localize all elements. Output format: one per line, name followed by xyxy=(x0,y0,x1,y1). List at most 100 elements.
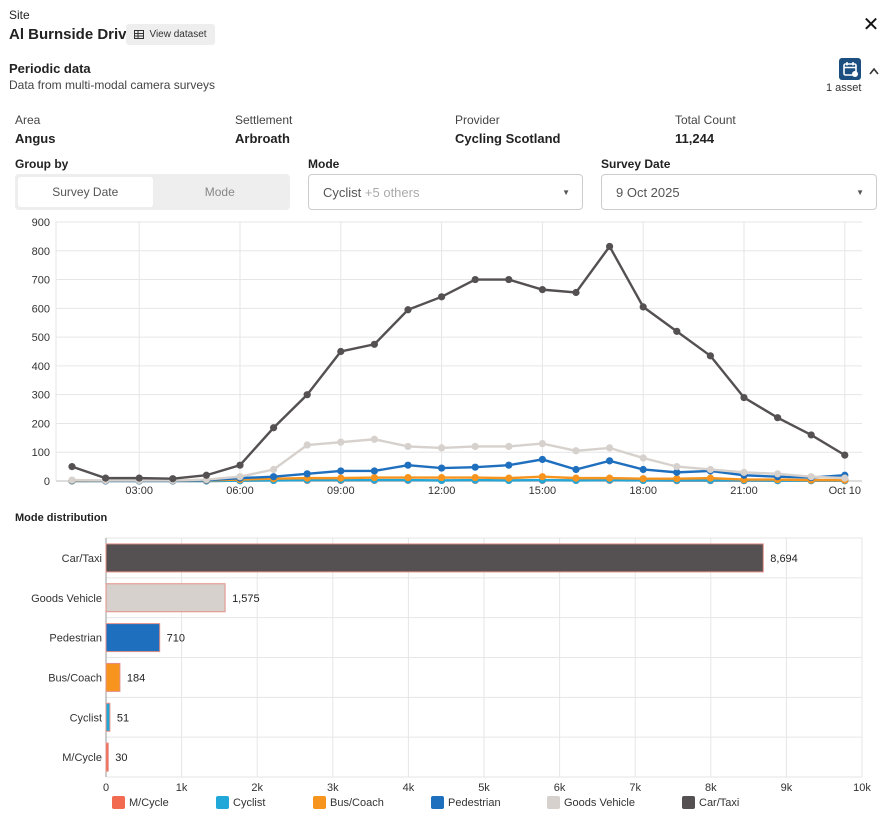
data-point xyxy=(538,286,547,294)
legend-item[interactable]: Car/Taxi xyxy=(682,796,762,809)
data-point xyxy=(606,457,614,465)
survey-date-select[interactable]: 9 Oct 2025 ▼ xyxy=(601,174,877,210)
x-tick-label: 03:00 xyxy=(125,485,153,497)
line-chart: 0 100 200 300 400 500 600 700 800 900 03:00 06:00 09… xyxy=(32,217,862,497)
data-point xyxy=(303,391,311,399)
mode-select[interactable]: Cyclist +5 others ▼ xyxy=(308,174,583,210)
data-point xyxy=(438,464,446,472)
data-point xyxy=(68,476,76,484)
x-tick-label: 18:00 xyxy=(629,485,657,497)
data-point xyxy=(370,473,378,482)
x-tick-label: 8k xyxy=(705,782,717,794)
y-tick-label: 500 xyxy=(32,332,50,344)
x-tick-label: 10k xyxy=(853,782,871,794)
series-line xyxy=(71,438,845,482)
group-by-toggle: Survey Date Mode xyxy=(15,174,290,210)
chevron-up-icon[interactable] xyxy=(869,66,879,78)
y-tick-label: 0 xyxy=(44,476,50,488)
legend-item[interactable]: Pedestrian xyxy=(431,796,547,809)
periodic-subtitle: Data from multi-modal camera surveys xyxy=(9,78,216,92)
data-point xyxy=(774,470,782,478)
data-point xyxy=(236,461,244,469)
group-by-label: Group by xyxy=(15,157,69,171)
data-point xyxy=(740,393,748,402)
data-point xyxy=(438,473,446,482)
calendar-icon[interactable] xyxy=(839,58,861,80)
data-point xyxy=(68,463,76,471)
data-point xyxy=(370,467,378,475)
legend-label: Car/Taxi xyxy=(699,796,740,809)
legend: M/Cycle Cyclist Bus/Coach Pedestrian Goods V… xyxy=(112,796,762,809)
table-icon xyxy=(134,30,145,39)
chevron-down-icon: ▼ xyxy=(856,187,864,197)
x-tick-label: 06:00 xyxy=(226,485,254,497)
data-point xyxy=(706,465,715,474)
group-by-survey-date[interactable]: Survey Date xyxy=(18,177,153,207)
bar xyxy=(105,742,109,772)
survey-date-label: Survey Date xyxy=(601,157,671,171)
data-point xyxy=(706,474,715,482)
y-tick-label: 100 xyxy=(32,447,50,459)
data-point xyxy=(270,473,278,481)
data-point xyxy=(807,473,815,481)
view-dataset-button[interactable]: View dataset xyxy=(126,24,215,45)
legend-item[interactable]: M/Cycle xyxy=(112,796,216,809)
data-point xyxy=(740,468,748,476)
area-label: Area xyxy=(15,113,41,127)
x-tick-label: 1k xyxy=(176,782,188,794)
bar-value-label: 184 xyxy=(127,672,145,684)
x-tick-label: 7k xyxy=(629,782,641,794)
data-point xyxy=(337,467,345,475)
data-point xyxy=(370,435,378,443)
legend-label: Pedestrian xyxy=(448,796,501,809)
data-point xyxy=(236,473,244,481)
mode-distribution-title: Mode distribution xyxy=(15,512,108,524)
group-by-mode[interactable]: Mode xyxy=(204,185,235,199)
bar-chart: 0 1k 2k 3k 4k 5k 6k 7k 8k 9k 10k Car/Taxi 8,694 Goods… xyxy=(31,537,871,794)
bar xyxy=(105,543,764,573)
data-point xyxy=(538,439,547,448)
data-point xyxy=(572,474,580,482)
data-point xyxy=(270,465,278,474)
close-icon[interactable]: ✕ xyxy=(862,14,880,36)
legend-label: Bus/Coach xyxy=(330,796,384,809)
legend-label: Goods Vehicle xyxy=(564,796,635,809)
data-point xyxy=(404,473,412,482)
legend-item[interactable]: Bus/Coach xyxy=(313,796,431,809)
legend-swatch xyxy=(313,796,326,809)
x-tick-label: Oct 10 xyxy=(829,485,861,497)
data-point xyxy=(270,424,278,432)
category-label: Goods Vehicle xyxy=(31,593,102,605)
total-count-value: 11,244 xyxy=(675,131,715,146)
x-tick-label: 09:00 xyxy=(327,485,355,497)
data-point xyxy=(606,242,614,251)
provider-value: Cycling Scotland xyxy=(455,131,561,146)
bar-value-label: 1,575 xyxy=(232,593,260,605)
data-point xyxy=(337,438,345,446)
data-point xyxy=(505,275,513,284)
periodic-title: Periodic data xyxy=(9,61,91,76)
data-point xyxy=(471,275,479,284)
y-tick-label: 900 xyxy=(32,217,50,229)
data-point xyxy=(404,461,412,469)
data-point xyxy=(505,461,513,469)
legend-item[interactable]: Cyclist xyxy=(216,796,313,809)
x-tick-label: 4k xyxy=(403,782,415,794)
y-tick-label: 400 xyxy=(32,361,50,373)
data-point xyxy=(639,465,647,474)
data-point xyxy=(471,442,479,451)
data-point xyxy=(102,474,110,482)
site-label: Site xyxy=(9,8,30,22)
x-tick-label: 9k xyxy=(781,782,793,794)
data-point xyxy=(135,474,143,482)
bar xyxy=(105,702,111,732)
data-point xyxy=(673,468,681,476)
bar-value-label: 710 xyxy=(167,633,185,645)
data-point xyxy=(639,454,647,462)
data-point xyxy=(438,444,446,452)
legend-label: M/Cycle xyxy=(129,796,169,809)
data-point xyxy=(639,303,647,311)
legend-swatch xyxy=(216,796,229,809)
chevron-down-icon: ▼ xyxy=(562,187,570,197)
legend-item[interactable]: Goods Vehicle xyxy=(547,796,682,809)
